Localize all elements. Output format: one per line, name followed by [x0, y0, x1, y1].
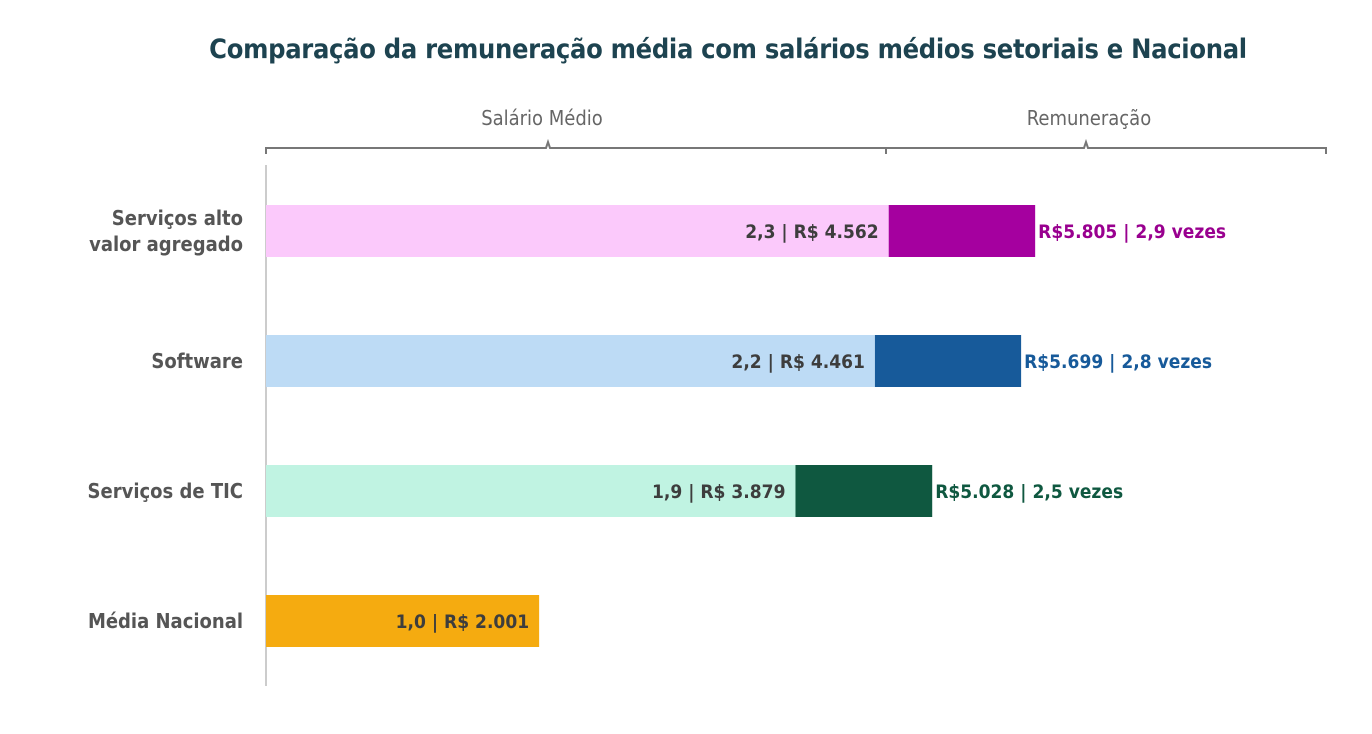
label-salary: 1,0 | R$ 2.001 [396, 611, 530, 633]
label-remuneration: R$5.028 | 2,5 vezes [935, 481, 1123, 503]
chart-title: Comparação da remuneração média com salá… [209, 34, 1247, 65]
bar-remuneration [888, 205, 1036, 257]
group-label-salary: Salário Médio [481, 106, 603, 130]
category-label: valor agregado [89, 232, 243, 256]
bar-salary [266, 205, 889, 257]
label-salary: 2,3 | R$ 4.562 [745, 221, 879, 243]
bar-remuneration [874, 335, 1022, 387]
bar-salary [266, 465, 796, 517]
category-label: Média Nacional [88, 609, 243, 633]
category-label: Serviços de TIC [88, 479, 243, 503]
bar-salary [266, 595, 540, 647]
label-salary: 1,9 | R$ 3.879 [652, 481, 786, 503]
label-remuneration: R$5.805 | 2,9 vezes [1038, 221, 1226, 243]
label-salary: 2,2 | R$ 4.461 [731, 351, 865, 373]
bar-remuneration [795, 465, 933, 517]
label-remuneration: R$5.699 | 2,8 vezes [1024, 351, 1212, 373]
category-label: Serviços alto [112, 206, 243, 230]
salary-bracket [265, 138, 887, 154]
category-label: Software [151, 349, 243, 373]
bar-salary [266, 335, 875, 387]
remuneration-bracket [885, 138, 1327, 154]
group-label-remuneration: Remuneração [1027, 106, 1151, 130]
